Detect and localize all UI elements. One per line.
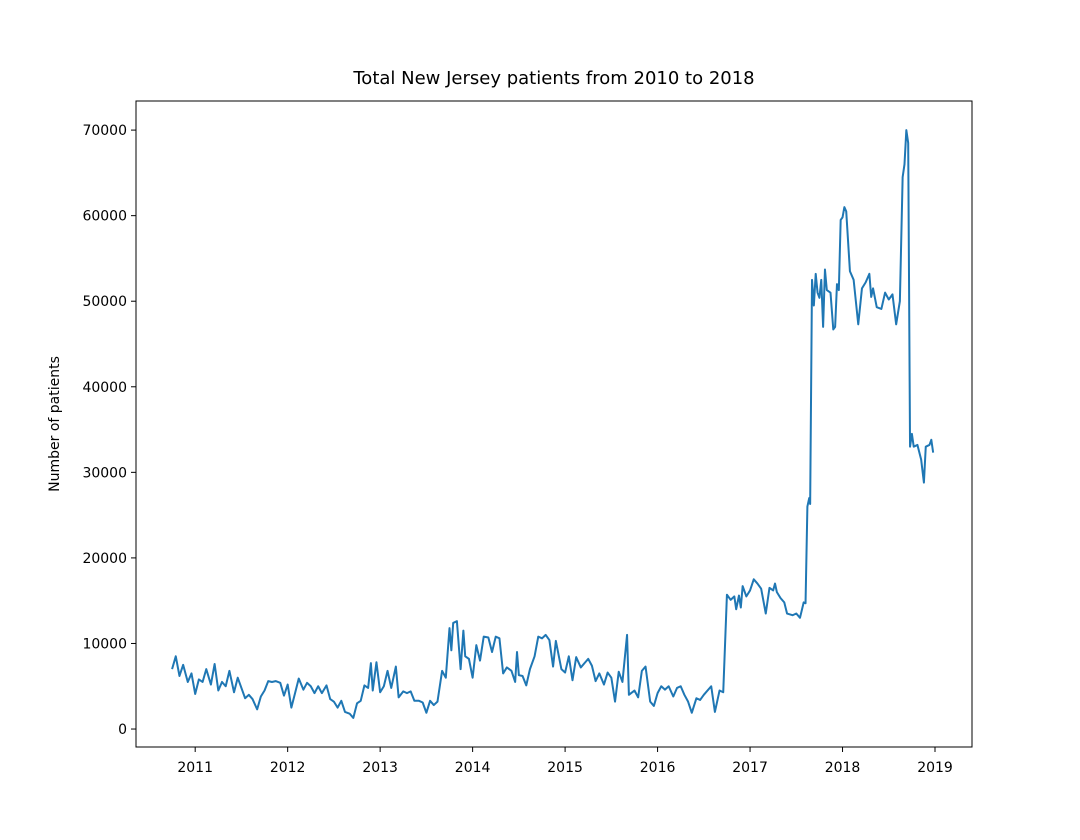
data-line <box>171 129 935 719</box>
y-tick-label: 10000 <box>82 636 127 652</box>
y-tick-label: 40000 <box>82 380 127 396</box>
x-tick-label: 2019 <box>917 760 953 776</box>
y-tick-label: 0 <box>118 722 127 738</box>
y-tick-label: 50000 <box>82 294 127 310</box>
y-tick-label: 20000 <box>82 551 127 567</box>
y-axis-label: Number of patients <box>47 356 63 492</box>
x-tick-label: 2014 <box>455 760 491 776</box>
y-tick-label: 30000 <box>82 465 127 481</box>
x-tick-label: 2017 <box>732 760 768 776</box>
plot-frame <box>135 100 973 748</box>
y-tick-label: 60000 <box>82 209 127 225</box>
x-tick-label: 2016 <box>640 760 676 776</box>
x-tick-label: 2013 <box>362 760 398 776</box>
y-tick-label: 70000 <box>82 123 127 139</box>
x-tick-label: 2012 <box>270 760 306 776</box>
chart-title: Total New Jersey patients from 2010 to 2… <box>352 68 754 89</box>
x-tick-label: 2011 <box>177 760 213 776</box>
x-tick-label: 2018 <box>825 760 861 776</box>
x-tick-label: 2015 <box>547 760 583 776</box>
